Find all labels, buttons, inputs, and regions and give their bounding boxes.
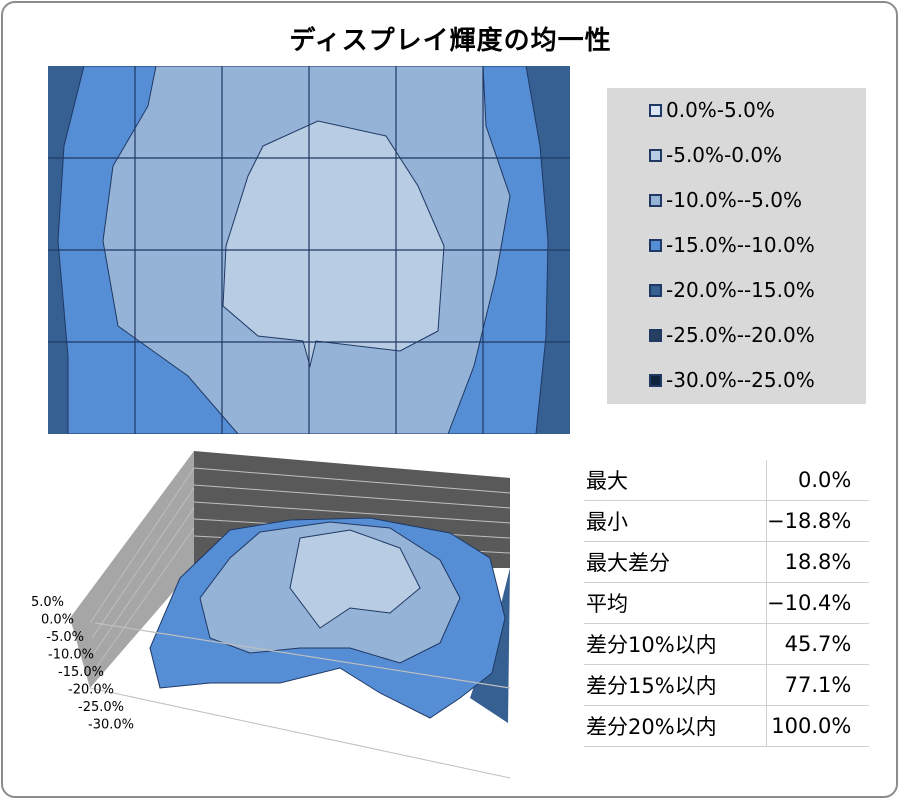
legend-swatch <box>649 238 662 252</box>
stat-value: 45.7% <box>766 623 870 665</box>
stats-row: 差分15%以内 77.1% <box>584 664 870 706</box>
surface-tick-label: -25.0% <box>78 700 124 715</box>
stat-key: 差分10%以内 <box>584 623 767 665</box>
legend-swatch <box>649 328 662 342</box>
chart-title: ディスプレイ輝度の均一性 <box>289 26 612 56</box>
surface-side-wall <box>70 451 194 688</box>
surface-zero-plane <box>94 622 511 689</box>
stat-value: 0.0% <box>766 460 870 501</box>
legend-label: -15.0%--10.0% <box>666 233 815 257</box>
stats-row: 差分20%以内 100.0% <box>584 705 870 747</box>
stat-value: 100.0% <box>766 705 870 747</box>
stats-table: 最大 0.0% 最小 −18.8% 最大差分 18.8% 平均 −10.4% 差分10%以内 45… <box>584 460 870 747</box>
surface-tick-label: -20.0% <box>68 683 114 698</box>
legend-item: -30.0%--25.0% <box>649 368 815 392</box>
stats-row: 平均 −10.4% <box>584 582 870 624</box>
stat-value: 18.8% <box>766 541 870 583</box>
legend-item: -15.0%--10.0% <box>649 233 815 257</box>
contour-grid <box>48 66 570 434</box>
contour-band-minus5 <box>222 120 445 368</box>
surface-tick-label: 5.0% <box>31 595 64 610</box>
surface-tick-label: -5.0% <box>46 630 84 645</box>
surface-chart: 5.0% 0.0% -5.0% -10.0% -15.0% -20.0% -25.0% -30… <box>31 451 511 779</box>
surface-region-0 <box>289 529 421 629</box>
legend-label: -25.0%--20.0% <box>666 323 815 347</box>
stats-row: 差分10%以内 45.7% <box>584 623 870 665</box>
surface-tick-label: -15.0% <box>58 665 104 680</box>
stat-key: 平均 <box>584 582 767 624</box>
surface-tick-label: -10.0% <box>48 648 94 663</box>
stats-row: 最大差分 18.8% <box>584 541 870 583</box>
stat-key: 最大差分 <box>584 541 767 583</box>
legend-label: -20.0%--15.0% <box>666 278 815 302</box>
legend: 0.0%-5.0% -5.0%-0.0% -10.0%--5.0% -15.0%--1… <box>607 88 866 404</box>
legend-label: 0.0%-5.0% <box>666 98 775 122</box>
legend-item: -10.0%--5.0% <box>649 188 802 212</box>
legend-item: 0.0%-5.0% <box>649 98 775 122</box>
stat-key: 差分20%以内 <box>584 705 767 747</box>
legend-label: -5.0%-0.0% <box>666 143 783 167</box>
stat-value: 77.1% <box>766 664 870 706</box>
legend-swatch <box>649 373 662 387</box>
legend-item: -25.0%--20.0% <box>649 323 815 347</box>
legend-swatch <box>649 103 662 117</box>
surface-tick-label: 0.0% <box>41 613 74 628</box>
legend-label: -30.0%--25.0% <box>666 368 815 392</box>
stats-row: 最大 0.0% <box>584 460 870 501</box>
surface-axis-labels: 5.0% 0.0% -5.0% -10.0% -15.0% -20.0% -25.0% -30… <box>31 595 134 733</box>
legend-item: -5.0%-0.0% <box>649 143 782 167</box>
legend-swatch <box>649 193 662 207</box>
surface-floor-edge <box>89 687 511 779</box>
contour-map <box>48 66 570 434</box>
stat-key: 差分15%以内 <box>584 664 767 706</box>
legend-swatch <box>649 283 662 297</box>
stat-value: −10.4% <box>766 582 870 624</box>
stat-key: 最大 <box>584 460 767 501</box>
stats-row: 最小 −18.8% <box>584 500 870 542</box>
surface-tick-label: -30.0% <box>88 718 134 733</box>
legend-label: -10.0%--5.0% <box>666 188 802 212</box>
stat-key: 最小 <box>584 500 767 542</box>
legend-item: -20.0%--15.0% <box>649 278 815 302</box>
legend-swatch <box>649 148 662 162</box>
stat-value: −18.8% <box>766 500 870 542</box>
